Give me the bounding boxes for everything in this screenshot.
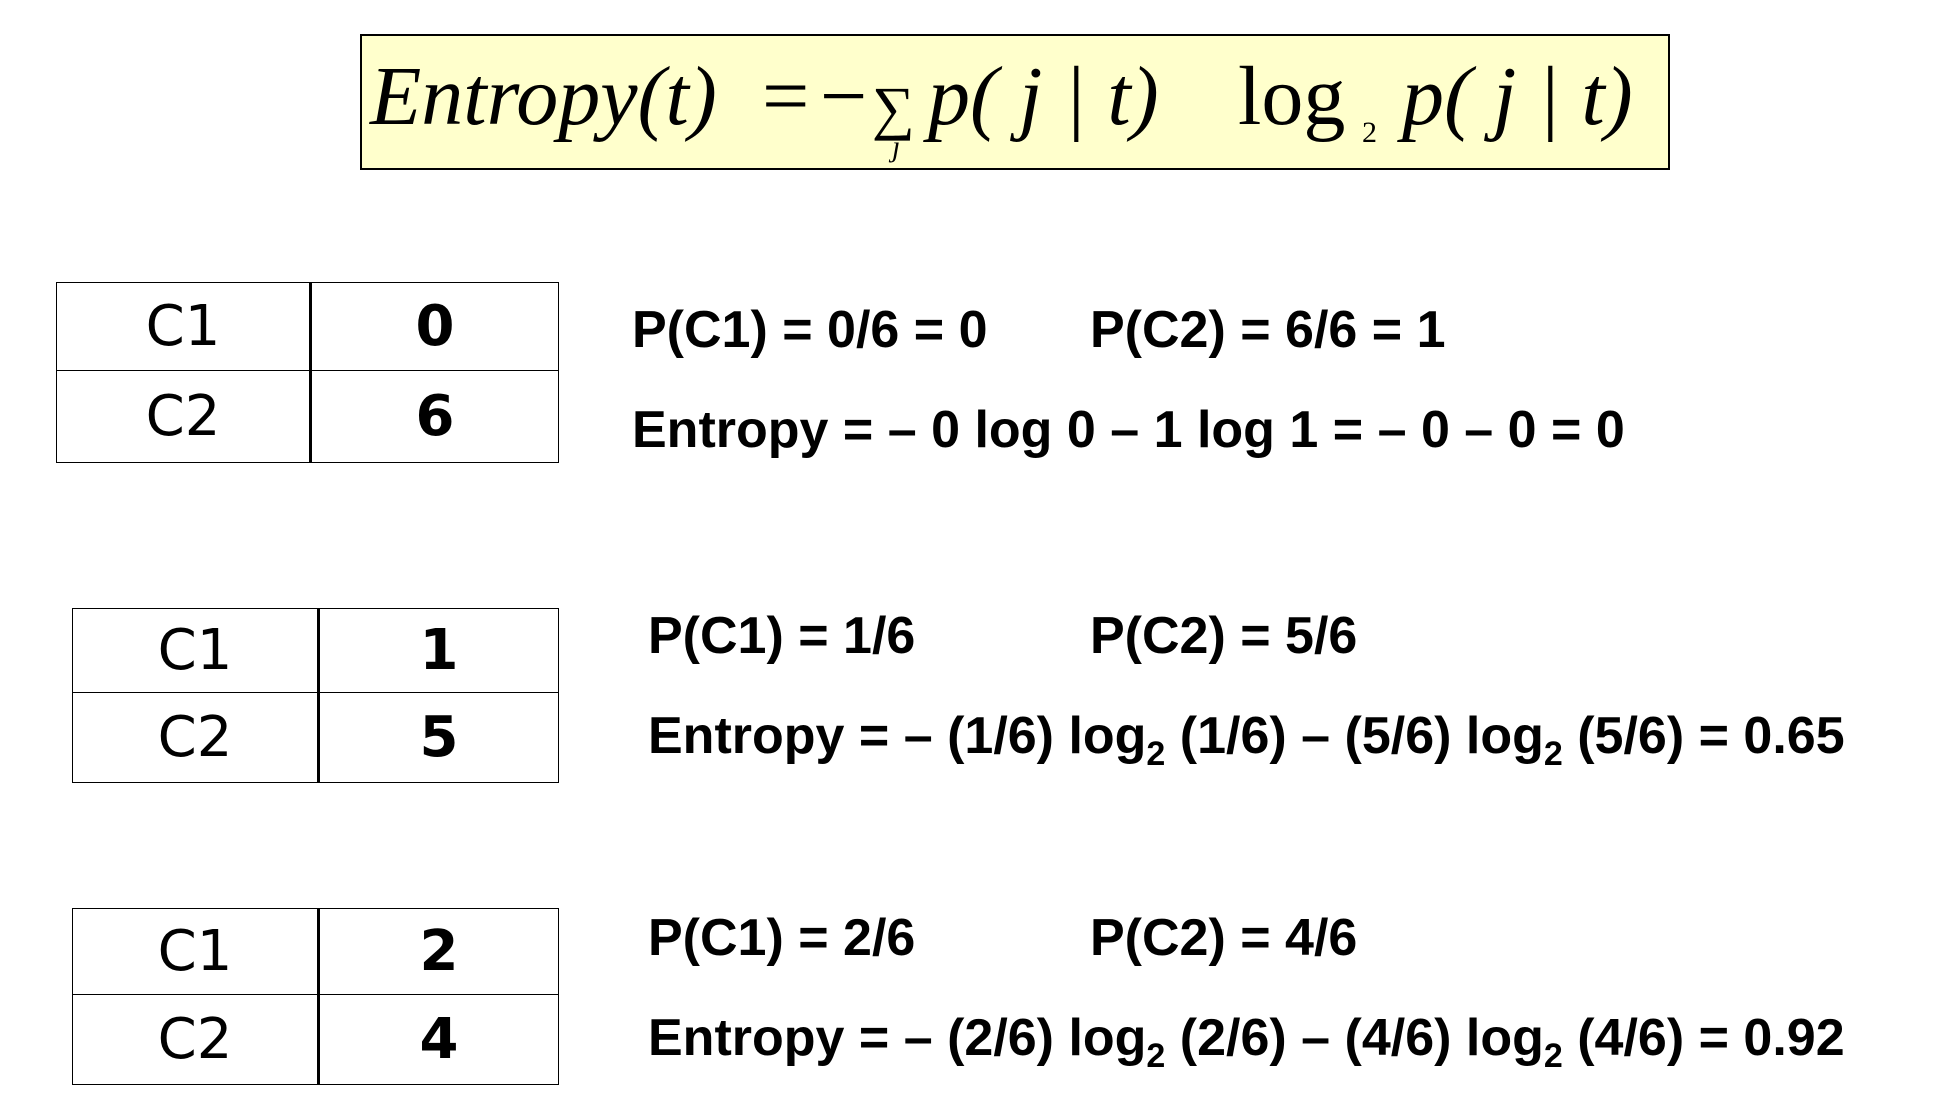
table-row: C1 1 (72, 608, 559, 693)
class-label: C2 (72, 692, 319, 783)
table-row: C2 5 (72, 692, 559, 783)
formula-lhs: Entropy(t) (369, 50, 717, 143)
count-table-1: C1 0 C2 6 (56, 282, 559, 463)
formula-p1: p( j | t) (923, 50, 1159, 143)
prob-c2-1: P(C2) = 6/6 = 1 (1090, 301, 1446, 359)
prob-c1-3: P(C1) = 2/6 (648, 909, 916, 967)
class-label: C1 (72, 908, 319, 995)
entropy-calc-3: Entropy = – (2/6) log2 (2/6) – (4/6) log… (648, 1009, 1845, 1075)
table-row: C2 6 (56, 370, 559, 463)
formula-sum-index: j (888, 130, 900, 163)
class-label: C1 (56, 282, 311, 371)
class-label: C2 (56, 370, 311, 463)
entropy-formula: Entropy(t) = − ∑ j p( j | t) log 2 p( j … (369, 50, 1633, 163)
prob-c2-2: P(C2) = 5/6 (1090, 607, 1358, 665)
count-table-2: C1 1 C2 5 (72, 608, 559, 783)
class-count: 4 (317, 994, 559, 1085)
table-row: C2 4 (72, 994, 559, 1085)
formula-p2: p( j | t) (1397, 50, 1633, 143)
class-label: C1 (72, 608, 319, 693)
entropy-calc-2: Entropy = – (1/6) log2 (1/6) – (5/6) log… (648, 707, 1845, 773)
count-table-3: C1 2 C2 4 (72, 908, 559, 1085)
class-count: 0 (309, 282, 559, 371)
formula-log: log (1238, 50, 1345, 143)
class-label: C2 (72, 994, 319, 1085)
formula-sigma: ∑ (872, 75, 915, 141)
formula-equals: = (762, 50, 809, 143)
prob-c1-2: P(C1) = 1/6 (648, 607, 916, 665)
class-count: 2 (317, 908, 559, 995)
table-row: C1 2 (72, 908, 559, 995)
formula-log-base: 2 (1362, 116, 1377, 149)
prob-c2-3: P(C2) = 4/6 (1090, 909, 1358, 967)
class-count: 1 (317, 608, 559, 693)
class-count: 6 (309, 370, 559, 463)
prob-c1-1: P(C1) = 0/6 = 0 (632, 301, 988, 359)
entropy-calc-1: Entropy = – 0 log 0 – 1 log 1 = – 0 – 0 … (632, 401, 1625, 459)
class-count: 5 (317, 692, 559, 783)
table-row: C1 0 (56, 282, 559, 371)
formula-minus: − (820, 50, 867, 143)
entropy-formula-box: Entropy(t) = − ∑ j p( j | t) log 2 p( j … (360, 34, 1670, 170)
